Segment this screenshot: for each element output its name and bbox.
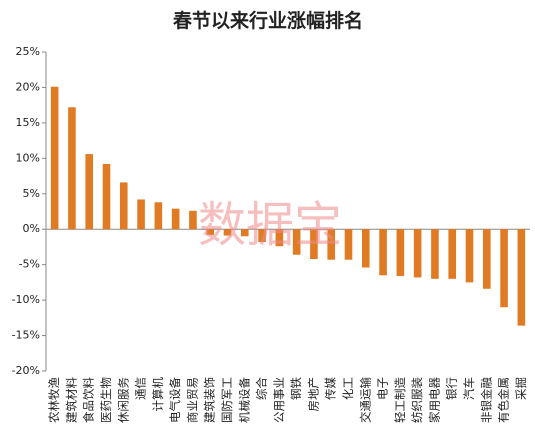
x-tick-label: 建筑材料 xyxy=(64,377,78,423)
bar xyxy=(292,229,301,255)
x-tick-label: 化工 xyxy=(341,377,355,400)
x-tick-label: 医药生物 xyxy=(99,377,113,423)
bar xyxy=(206,229,215,235)
y-tick-label: -15% xyxy=(12,329,40,342)
x-tick-label: 传媒 xyxy=(324,377,338,400)
bar xyxy=(85,154,94,230)
y-tick-label: -10% xyxy=(12,293,40,306)
x-tick-label: 休闲服务 xyxy=(116,377,130,423)
bar xyxy=(189,210,197,230)
x-tick-label: 纺织服装 xyxy=(410,377,424,423)
y-tick-label: 20% xyxy=(16,80,40,93)
bar xyxy=(465,229,474,283)
y-tick-label: 5% xyxy=(23,187,40,200)
x-tick-label: 有色金属 xyxy=(497,377,511,423)
bar xyxy=(361,229,370,268)
x-tick-label: 非银金融 xyxy=(479,377,493,423)
x-tick-label: 钢铁 xyxy=(289,377,303,400)
bar xyxy=(431,229,439,279)
bar xyxy=(344,229,353,260)
bar xyxy=(327,229,336,260)
x-tick-label: 汽车 xyxy=(462,377,476,400)
x-tick-label: 农林牧渔 xyxy=(47,377,61,423)
x-tick-label: 轻工制造 xyxy=(393,377,407,423)
bar xyxy=(154,202,163,230)
bar xyxy=(137,199,145,230)
x-tick-label: 房地产 xyxy=(306,377,320,412)
x-tick-label: 建筑装饰 xyxy=(203,377,217,423)
x-tick-label: 采掘 xyxy=(514,377,528,400)
bar xyxy=(102,164,111,230)
x-tick-label: 综合 xyxy=(255,377,269,400)
bar xyxy=(171,208,180,230)
bar xyxy=(448,229,457,279)
bar xyxy=(258,229,266,242)
bar xyxy=(396,229,405,277)
y-tick-label: 15% xyxy=(16,116,40,129)
y-tick-label: -20% xyxy=(12,364,40,377)
bar xyxy=(275,229,284,247)
bar xyxy=(500,229,508,308)
bar xyxy=(240,229,249,237)
bar xyxy=(310,229,318,259)
y-tick-label: 0% xyxy=(23,222,40,235)
x-tick-label: 国防军工 xyxy=(220,377,234,423)
bar xyxy=(379,229,387,276)
bar xyxy=(119,182,128,230)
x-tick-label: 通信 xyxy=(134,377,148,400)
y-tick-label: 25% xyxy=(16,45,40,58)
chart-title: 春节以来行业涨幅排名 xyxy=(173,9,363,32)
bar xyxy=(68,107,76,230)
x-tick-label: 计算机 xyxy=(151,377,165,412)
bar xyxy=(223,229,232,236)
x-tick-label: 商业贸易 xyxy=(185,377,199,423)
x-tick-label: 公用事业 xyxy=(272,377,286,423)
x-tick-label: 电气设备 xyxy=(168,377,182,423)
y-tick-label: 10% xyxy=(16,151,40,164)
bar xyxy=(50,86,59,230)
bar xyxy=(517,229,526,326)
y-tick-label: -5% xyxy=(19,258,40,271)
x-tick-label: 电子 xyxy=(376,377,390,400)
bar xyxy=(413,229,422,278)
x-tick-label: 银行 xyxy=(445,377,459,400)
x-tick-label: 食品饮料 xyxy=(82,377,96,423)
x-tick-label: 家用电器 xyxy=(427,377,441,423)
x-tick-label: 交通运输 xyxy=(358,377,372,423)
bar xyxy=(482,229,491,289)
watermark: 数据宝 xyxy=(198,197,342,253)
x-tick-label: 机械设备 xyxy=(237,377,251,423)
